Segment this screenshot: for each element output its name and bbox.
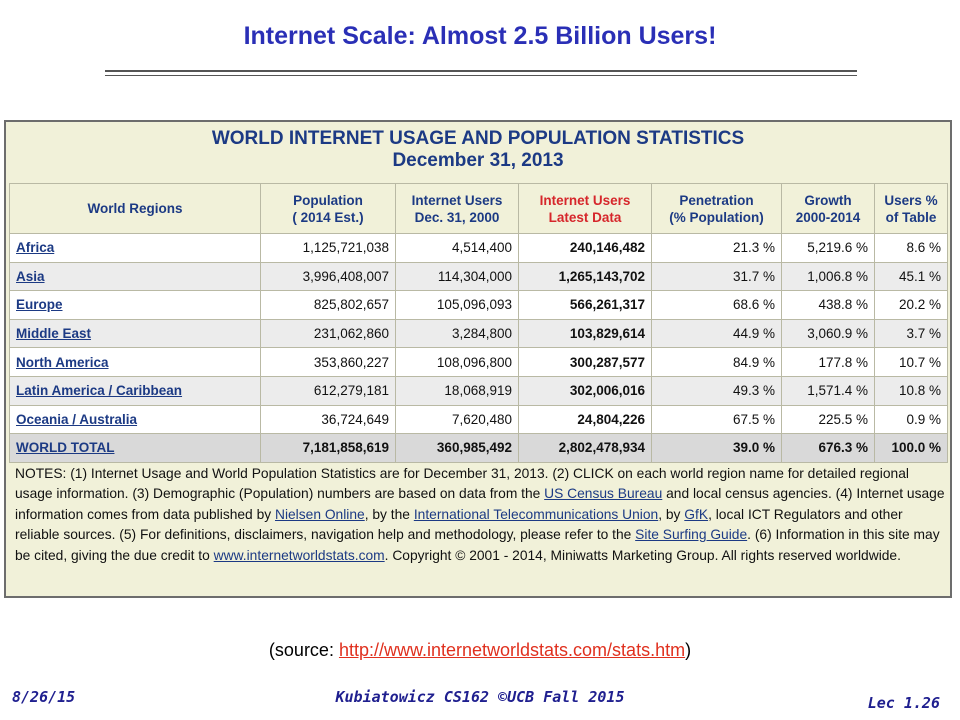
table-row: North America 353,860,227 108,096,800 30… xyxy=(9,347,948,377)
site-surfing-guide-link[interactable]: Site Surfing Guide xyxy=(635,527,748,543)
penetration-cell: 44.9 % xyxy=(651,318,782,349)
users-2000-cell: 360,985,492 xyxy=(395,433,519,463)
users-latest-cell: 566,261,317 xyxy=(518,290,652,320)
col-header-users-latest: Internet Users Latest Data xyxy=(518,183,652,234)
share-cell: 100.0 % xyxy=(874,433,948,463)
region-link[interactable]: Latin America / Caribbean xyxy=(16,383,183,399)
population-cell: 36,724,649 xyxy=(260,404,396,435)
share-cell: 10.8 % xyxy=(874,375,948,406)
growth-cell: 1,006.8 % xyxy=(781,261,875,292)
penetration-cell: 31.7 % xyxy=(651,261,782,292)
growth-cell: 676.3 % xyxy=(781,433,875,463)
panel-date: December 31, 2013 xyxy=(392,150,564,171)
population-cell: 7,181,858,619 xyxy=(260,433,396,463)
table-total-row: WORLD TOTAL 7,181,858,619 360,985,492 2,… xyxy=(9,433,948,463)
panel-heading: WORLD INTERNET USAGE AND POPULATION STAT… xyxy=(6,128,950,172)
growth-cell: 5,219.6 % xyxy=(781,233,875,263)
region-link[interactable]: Middle East xyxy=(16,326,92,342)
region-link[interactable]: Oceania / Australia xyxy=(16,411,138,427)
penetration-cell: 68.6 % xyxy=(651,290,782,320)
gfk-link[interactable]: GfK xyxy=(684,506,709,522)
itu-link[interactable]: International Telecommunications Union xyxy=(413,506,659,522)
census-bureau-link[interactable]: US Census Bureau xyxy=(544,486,663,502)
footer-date: 8/26/15 xyxy=(12,688,76,706)
region-link[interactable]: Africa xyxy=(16,240,55,256)
users-2000-cell: 114,304,000 xyxy=(395,261,519,292)
share-cell: 3.7 % xyxy=(874,318,948,349)
population-cell: 231,062,860 xyxy=(260,318,396,349)
users-latest-cell: 300,287,577 xyxy=(518,347,652,377)
population-cell: 612,279,181 xyxy=(260,375,396,406)
users-latest-cell: 302,006,016 xyxy=(518,375,652,406)
population-cell: 1,125,721,038 xyxy=(260,233,396,263)
col-header-users-2000: Internet Users Dec. 31, 2000 xyxy=(395,183,519,234)
users-latest-cell: 1,265,143,702 xyxy=(518,261,652,292)
growth-cell: 177.8 % xyxy=(781,347,875,377)
penetration-cell: 39.0 % xyxy=(651,433,782,463)
stats-table: World Regions Population( 2014 Est.) Int… xyxy=(9,183,948,463)
users-2000-cell: 105,096,093 xyxy=(395,290,519,320)
penetration-cell: 84.9 % xyxy=(651,347,782,377)
users-latest-cell: 24,804,226 xyxy=(518,404,652,435)
users-2000-cell: 3,284,800 xyxy=(395,318,519,349)
world-total-link[interactable]: WORLD TOTAL xyxy=(16,440,115,456)
table-row: Middle East 231,062,860 3,284,800 103,82… xyxy=(9,318,948,349)
col-header-population: Population( 2014 Est.) xyxy=(260,183,396,234)
users-2000-cell: 7,620,480 xyxy=(395,404,519,435)
users-latest-cell: 103,829,614 xyxy=(518,318,652,349)
growth-cell: 1,571.4 % xyxy=(781,375,875,406)
table-row: Europe 825,802,657 105,096,093 566,261,3… xyxy=(9,290,948,320)
share-cell: 20.2 % xyxy=(874,290,948,320)
footer-course: Kubiatowicz CS162 ©UCB Fall 2015 xyxy=(335,688,625,706)
growth-cell: 225.5 % xyxy=(781,404,875,435)
slide-title: Internet Scale: Almost 2.5 Billion Users… xyxy=(243,22,717,50)
users-latest-cell: 240,146,482 xyxy=(518,233,652,263)
penetration-cell: 49.3 % xyxy=(651,375,782,406)
region-link[interactable]: North America xyxy=(16,354,109,370)
users-latest-cell: 2,802,478,934 xyxy=(518,433,652,463)
growth-cell: 438.8 % xyxy=(781,290,875,320)
users-2000-cell: 4,514,400 xyxy=(395,233,519,263)
share-cell: 10.7 % xyxy=(874,347,948,377)
col-header-region: World Regions xyxy=(9,183,261,234)
panel-title: WORLD INTERNET USAGE AND POPULATION STAT… xyxy=(211,128,745,149)
table-row: Oceania / Australia 36,724,649 7,620,480… xyxy=(9,404,948,435)
population-cell: 3,996,408,007 xyxy=(260,261,396,292)
penetration-cell: 21.3 % xyxy=(651,233,782,263)
internetworldstats-link[interactable]: www.internetworldstats.com xyxy=(213,547,385,563)
stats-panel: WORLD INTERNET USAGE AND POPULATION STAT… xyxy=(4,120,952,598)
nielsen-online-link[interactable]: Nielsen Online xyxy=(274,506,365,522)
source-line: (source: http://www.internetworldstats.c… xyxy=(268,640,692,660)
share-cell: 8.6 % xyxy=(874,233,948,263)
table-row: Africa 1,125,721,038 4,514,400 240,146,4… xyxy=(9,233,948,263)
footer-lecture-number: Lec 1.26 xyxy=(867,694,940,712)
table-row: Latin America / Caribbean 612,279,181 18… xyxy=(9,375,948,406)
table-header-row: World Regions Population( 2014 Est.) Int… xyxy=(9,183,948,234)
col-header-share: Users % of Table xyxy=(874,183,948,234)
source-url-link[interactable]: http://www.internetworldstats.com/stats.… xyxy=(338,640,686,660)
notes-paragraph: NOTES: (1) Internet Usage and World Popu… xyxy=(15,466,945,563)
users-2000-cell: 18,068,919 xyxy=(395,375,519,406)
share-cell: 0.9 % xyxy=(874,404,948,435)
col-header-penetration: Penetration (% Population) xyxy=(651,183,782,234)
region-link[interactable]: Asia xyxy=(16,268,45,284)
region-link[interactable]: Europe xyxy=(16,297,63,313)
share-cell: 45.1 % xyxy=(874,261,948,292)
growth-cell: 3,060.9 % xyxy=(781,318,875,349)
col-header-growth: Growth 2000-2014 xyxy=(781,183,875,234)
penetration-cell: 67.5 % xyxy=(651,404,782,435)
population-cell: 825,802,657 xyxy=(260,290,396,320)
table-row: Asia 3,996,408,007 114,304,000 1,265,143… xyxy=(9,261,948,292)
users-2000-cell: 108,096,800 xyxy=(395,347,519,377)
title-rule xyxy=(105,70,857,76)
population-cell: 353,860,227 xyxy=(260,347,396,377)
